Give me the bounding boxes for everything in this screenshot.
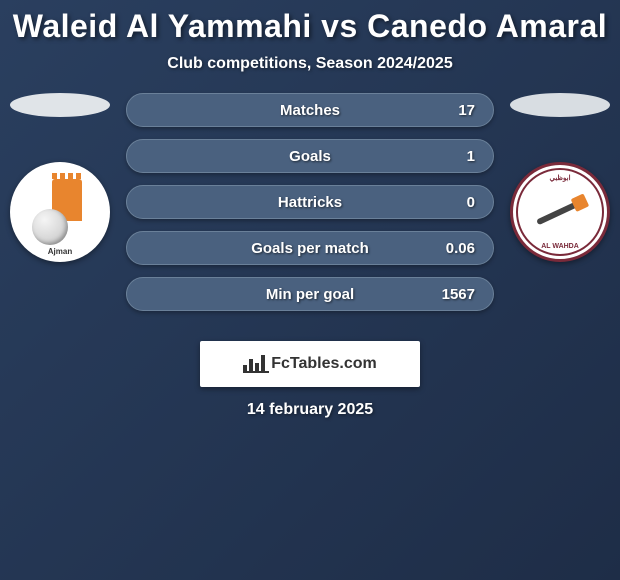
comparison-infographic: Waleid Al Yammahi vs Canedo Amaral Club … [0, 0, 620, 419]
stats-list: Matches 17 Goals 1 Hattricks 0 Goals per match… [110, 93, 510, 323]
alwahda-badge-graphic: ابوظبي AL WAHDA [516, 168, 604, 256]
badge-arc-top: ابوظبي [549, 174, 570, 182]
left-club-badge: Ajman [10, 162, 110, 262]
stat-label: Min per goal [266, 286, 354, 303]
stat-value: 1567 [442, 286, 475, 303]
subtitle: Club competitions, Season 2024/2025 [0, 55, 620, 73]
chart-icon [243, 355, 265, 373]
left-oval-placeholder [10, 93, 110, 117]
right-club-badge: ابوظبي AL WAHDA [510, 162, 610, 262]
stat-value: 17 [458, 102, 475, 119]
brand-label: FcTables.com [271, 355, 377, 373]
brand-box: FcTables.com [200, 341, 420, 387]
right-oval-placeholder [510, 93, 610, 117]
football-icon [32, 209, 68, 245]
stat-label: Hattricks [278, 194, 342, 211]
right-column: ابوظبي AL WAHDA [510, 93, 610, 262]
stat-value: 0.06 [446, 240, 475, 257]
stat-label: Goals [289, 148, 331, 165]
stat-label: Matches [280, 102, 340, 119]
stat-value: 1 [467, 148, 475, 165]
stat-label: Goals per match [251, 240, 369, 257]
stat-value: 0 [467, 194, 475, 211]
badge-arc-bottom: AL WAHDA [541, 243, 579, 250]
page-title: Waleid Al Yammahi vs Canedo Amaral [0, 8, 620, 45]
stat-row: Matches 17 [126, 93, 494, 127]
date-label: 14 february 2025 [0, 401, 620, 419]
stat-row: Hattricks 0 [126, 185, 494, 219]
stat-row: Goals 1 [126, 139, 494, 173]
ajman-badge-graphic [30, 177, 90, 247]
sword-icon [536, 199, 584, 226]
stat-row: Min per goal 1567 [126, 277, 494, 311]
main-row: Ajman Matches 17 Goals 1 Hattricks 0 Goals per… [0, 93, 620, 323]
left-column: Ajman [10, 93, 110, 262]
ajman-caption: Ajman [10, 247, 110, 256]
stat-row: Goals per match 0.06 [126, 231, 494, 265]
